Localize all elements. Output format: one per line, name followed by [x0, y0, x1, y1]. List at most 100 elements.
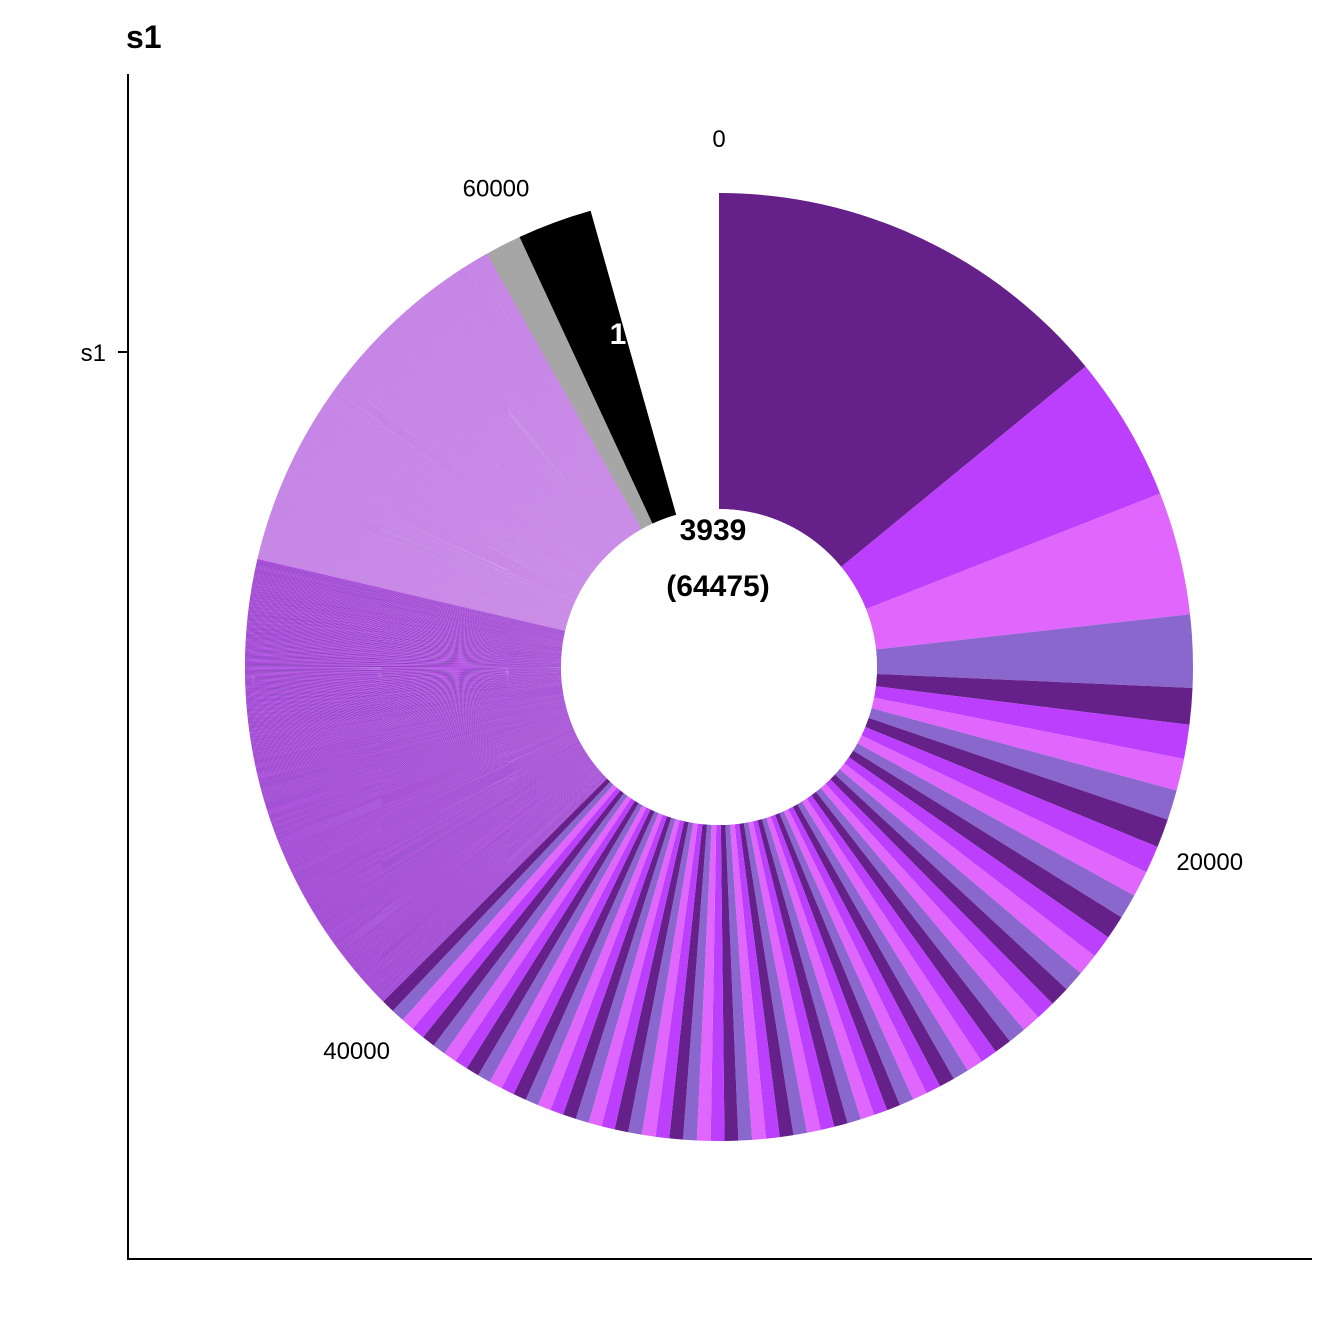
donut-tail-slice — [354, 768, 598, 971]
donut-tail-slice — [368, 348, 603, 561]
donut-tail-slice — [380, 777, 607, 1000]
donut-tail-slice — [305, 744, 582, 899]
donut-tail-slice — [466, 265, 635, 534]
donut-tail-slice — [253, 697, 564, 759]
donut-tail-slice — [323, 754, 588, 930]
donut-tail-slice — [334, 759, 591, 945]
donut-tail-slice — [360, 770, 600, 978]
donut-tail-slice — [415, 302, 618, 546]
donut-tail-slice — [420, 298, 620, 545]
donut-tail-slice — [245, 676, 562, 697]
donut-tail-slice — [246, 681, 562, 711]
donut-tail-slice — [289, 733, 576, 868]
donut-tail-slice — [465, 266, 635, 534]
donut-tail-slice — [246, 678, 562, 701]
donut-tail-slice — [459, 270, 633, 535]
donut-tail-slice — [380, 777, 607, 1000]
donut-slice — [820, 783, 1039, 1030]
donut-tail-slice — [301, 741, 580, 893]
donut-tail-slice — [353, 767, 598, 970]
donut-tail-slice — [308, 746, 583, 905]
donut-tail-slice — [373, 342, 604, 559]
donut-tail-slice — [316, 750, 585, 918]
donut-tail-slice — [403, 313, 614, 550]
donut-tail-slice — [340, 762, 593, 953]
donut-tail-slice — [484, 255, 641, 530]
donut-tail-slice — [479, 257, 640, 531]
donut-tail-slice — [277, 724, 572, 841]
donut-tail-slice — [365, 351, 602, 562]
donut-tail-slice — [373, 775, 604, 992]
donut-tail-slice — [408, 308, 616, 548]
donut-tail-slice — [423, 296, 621, 544]
donut-tail-slice — [248, 684, 563, 722]
donut-tail-slice — [414, 303, 618, 546]
donut-tail-slice — [245, 672, 562, 683]
donut-tail-slice — [316, 750, 586, 919]
donut-tail-slice — [292, 736, 577, 875]
donut-tail-slice — [359, 769, 600, 976]
donut-tail-slice — [327, 756, 589, 935]
donut-tail-slice — [252, 695, 564, 754]
donut-tail-slice — [385, 330, 608, 555]
donut-tail-slice — [410, 306, 617, 547]
donut-tail-slice — [245, 676, 562, 698]
donut-tail-slice — [254, 699, 565, 765]
donut-tail-slice — [250, 691, 563, 741]
donut-tail-slice — [294, 737, 578, 879]
donut-tail-slice — [268, 715, 569, 815]
donut-tail-slice — [384, 331, 608, 556]
donut-tail-slice — [248, 686, 563, 726]
donut-tail-slice — [400, 315, 614, 550]
donut-tail-slice — [247, 684, 562, 720]
donut-slice — [601, 820, 685, 1130]
donut-tail-slice — [342, 762, 594, 955]
donut-tail-slice — [307, 745, 583, 904]
donut-tail-slice — [400, 315, 613, 551]
donut-tail-slice — [253, 697, 564, 759]
donut-tail-slice — [282, 728, 574, 853]
donut-tail-slice — [285, 730, 575, 858]
donut-tail-slice — [485, 254, 642, 530]
donut-tail-slice — [398, 317, 613, 551]
donut-tail-slice — [453, 273, 631, 536]
donut-tail-slice — [261, 707, 567, 790]
donut-tail-slice — [376, 776, 605, 995]
donut-tail-slice — [335, 759, 592, 946]
donut-tail-slice — [251, 693, 564, 749]
donut-tail-slice — [417, 301, 619, 546]
donut-tail-slice — [323, 753, 588, 929]
donut-tail-slice — [249, 689, 563, 734]
donut-tail-slice — [377, 337, 606, 558]
donut-tail-slice — [251, 693, 564, 748]
donut-tail-slice — [288, 732, 576, 866]
donut-tail-slice — [430, 290, 623, 542]
donut-tail-slice — [332, 758, 591, 942]
donut-tail-slice — [245, 670, 562, 677]
donut-tail-slice — [247, 683, 562, 718]
donut-tail-slice — [245, 669, 562, 674]
donut-tail-slice — [370, 345, 603, 560]
donut-tail-slice — [288, 733, 576, 866]
donut-tail-slice — [245, 673, 562, 688]
donut-tail-slice — [367, 349, 602, 562]
donut-tail-slice — [326, 755, 589, 934]
donut-tail-slice — [366, 349, 602, 562]
donut-tail-slice — [388, 326, 609, 554]
donut-tail-slice — [458, 270, 633, 535]
donut-tail-slice — [364, 771, 601, 982]
donut-tail-slice — [458, 270, 633, 535]
donut-tail-slice — [469, 263, 636, 533]
donut-tail-slice — [374, 341, 605, 559]
donut-tail-slice — [377, 338, 606, 558]
donut-tail-slice — [412, 304, 618, 547]
donut-tail-slice — [272, 720, 571, 828]
donut-tail-slice — [245, 668, 562, 671]
donut-tail-slice — [277, 724, 572, 839]
donut-tail-slice — [278, 725, 573, 843]
donut-tail-slice — [364, 352, 601, 563]
donut-tail-slice — [279, 726, 573, 845]
donut-tail-slice — [305, 744, 582, 899]
donut-slice — [710, 824, 725, 1142]
donut-tail-slice — [407, 309, 616, 549]
